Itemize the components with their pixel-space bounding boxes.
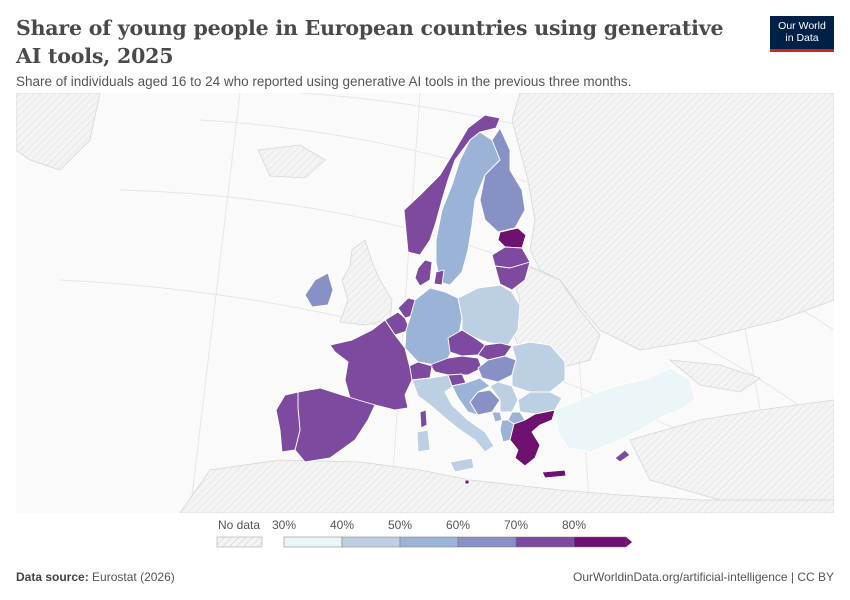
legend-tick-5: 80% [562, 518, 586, 532]
country-layer[interactable] [275, 114, 696, 485]
map-area[interactable] [16, 93, 834, 513]
country-corsica[interactable] [419, 409, 428, 429]
source-label: Data source: [16, 570, 89, 584]
legend-tick-2: 50% [388, 518, 412, 532]
legend-svg[interactable]: No data 30% 40% 50% 60% 70% 80% [0, 514, 850, 554]
europe-map[interactable] [16, 93, 834, 513]
country-malta[interactable] [464, 479, 470, 485]
logo-line-1: Our World [778, 20, 826, 32]
legend-arrow [626, 537, 632, 547]
country-ireland[interactable] [304, 272, 334, 308]
country-cyprus[interactable] [614, 449, 631, 463]
country-france[interactable] [329, 319, 413, 411]
legend-no-data-swatch[interactable] [216, 536, 263, 548]
country-sicily[interactable] [449, 457, 475, 473]
legend-tick-3: 60% [446, 518, 470, 532]
no-data-regions [16, 93, 834, 513]
country-denmark-island[interactable] [433, 269, 445, 286]
country-lithuania[interactable] [494, 261, 531, 291]
africa-region [179, 459, 834, 513]
legend-tick-1: 40% [330, 518, 354, 532]
chart-subtitle: Share of individuals aged 16 to 24 who r… [16, 74, 632, 89]
country-sardinia[interactable] [416, 429, 431, 453]
uk-region [339, 239, 393, 326]
russia-region [511, 93, 834, 351]
legend-bin-4[interactable] [515, 536, 575, 548]
logo-line-2: in Data [785, 32, 819, 44]
middle-east-region [629, 399, 834, 501]
legend-bin-5[interactable] [573, 536, 627, 548]
legend-tick-labels: 30% 40% 50% 60% 70% 80% [272, 518, 586, 532]
legend[interactable]: No data 30% 40% 50% 60% 70% 80% [0, 514, 850, 554]
owid-logo[interactable]: Our World in Data [770, 16, 834, 52]
legend-tick-0: 30% [272, 518, 296, 532]
country-denmark[interactable] [414, 259, 433, 287]
country-turkey[interactable] [554, 367, 696, 453]
legend-bin-2[interactable] [399, 536, 459, 548]
country-poland[interactable] [457, 284, 521, 346]
country-bulgaria[interactable] [517, 391, 563, 415]
iceland-region [257, 144, 326, 179]
legend-bin-0[interactable] [283, 536, 343, 548]
country-greece[interactable] [509, 409, 556, 467]
greenland-region [16, 93, 101, 171]
country-crete[interactable] [541, 469, 567, 479]
caucasus-region [668, 359, 761, 393]
country-portugal[interactable] [275, 391, 301, 453]
legend-bin-1[interactable] [341, 536, 401, 548]
country-serbia[interactable] [489, 381, 519, 413]
legend-no-data-label: No data [218, 518, 260, 532]
country-finland[interactable] [479, 127, 526, 233]
credit-link[interactable]: OurWorldinData.org/artificial-intelligen… [573, 570, 834, 584]
legend-tick-4: 70% [504, 518, 528, 532]
legend-bin-3[interactable] [457, 536, 517, 548]
source-value[interactable]: Eurostat (2026) [92, 570, 175, 584]
legend-color-bins[interactable] [283, 536, 632, 548]
data-source: Data source: Eurostat (2026) [16, 570, 175, 584]
chart-title: Share of young people in European countr… [16, 16, 724, 68]
